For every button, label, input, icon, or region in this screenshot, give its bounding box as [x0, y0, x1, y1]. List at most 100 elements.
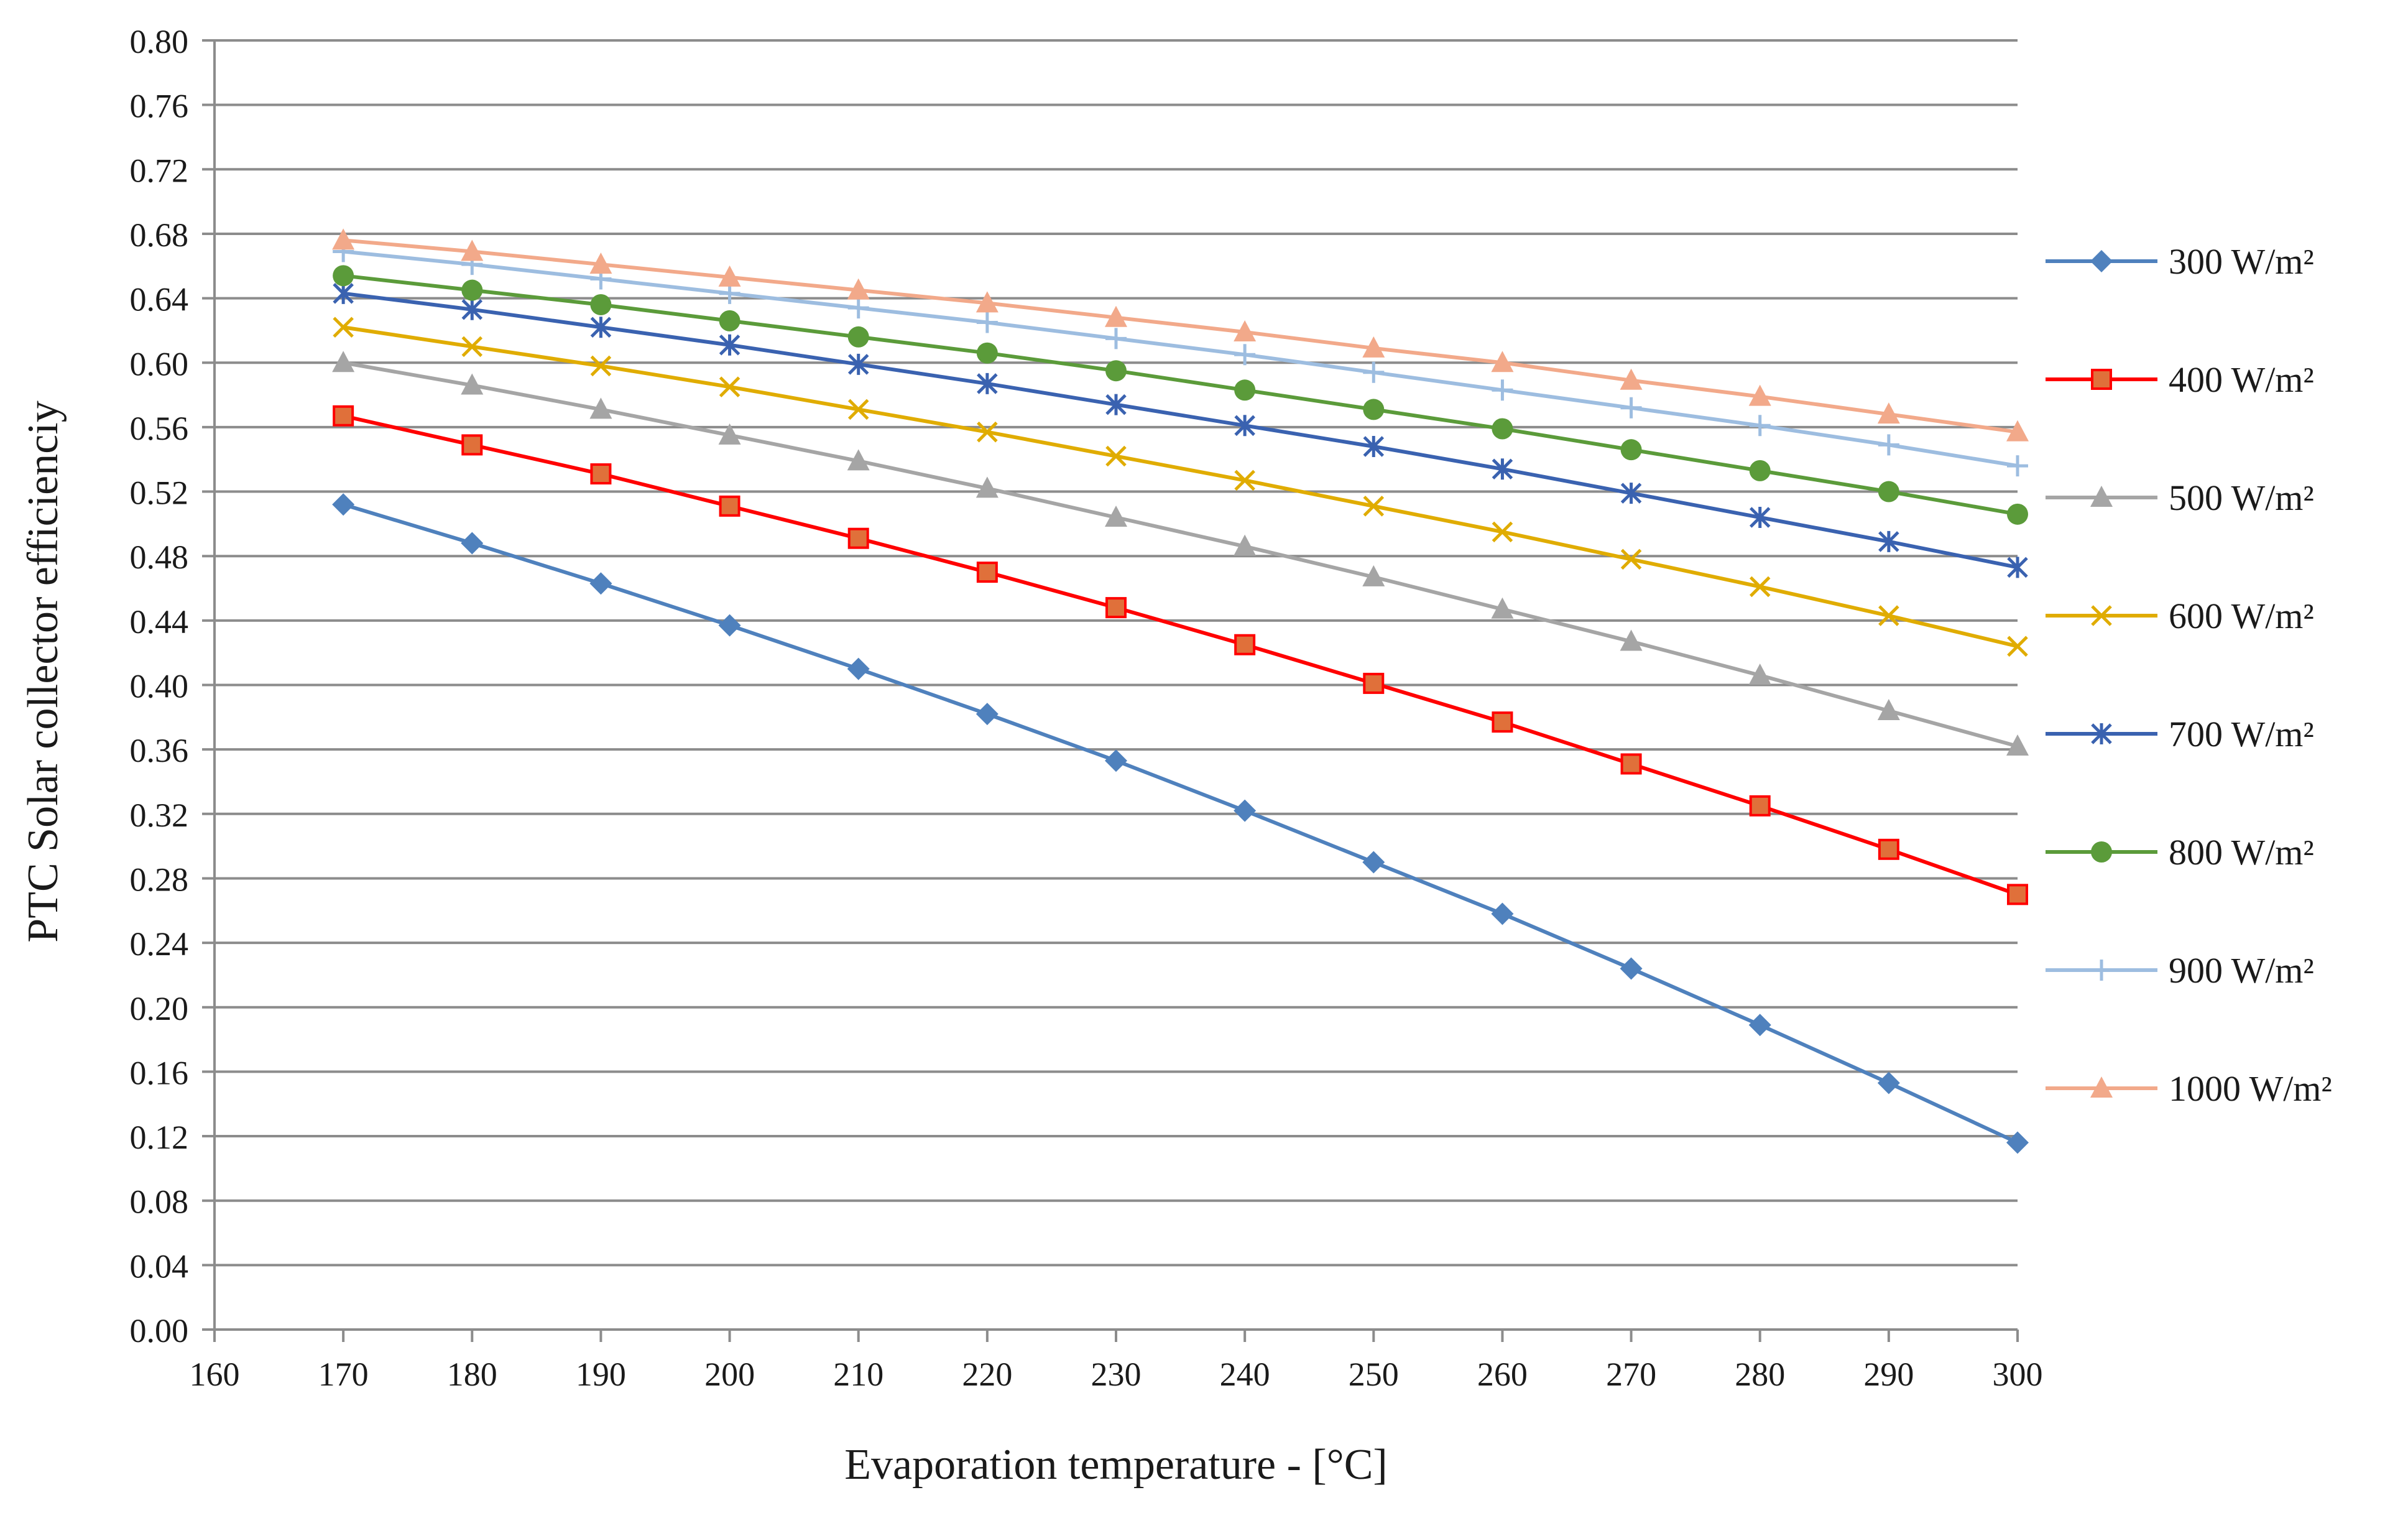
y-tick-label: 0.16 — [130, 1054, 189, 1091]
data-point — [718, 423, 741, 445]
legend-label: 800 W/m² — [2169, 832, 2314, 872]
data-point — [1749, 795, 1771, 817]
data-point — [1749, 507, 1771, 529]
data-point — [977, 421, 998, 443]
y-tick-label: 0.00 — [130, 1312, 189, 1349]
legend-label: 700 W/m² — [2169, 714, 2314, 754]
data-point — [589, 252, 612, 274]
x-tick-label: 190 — [576, 1356, 626, 1393]
legend-item: 300 W/m² — [2046, 241, 2314, 282]
legend-label: 900 W/m² — [2169, 950, 2314, 991]
y-tick-label: 0.60 — [130, 345, 189, 382]
x-tick-label: 260 — [1477, 1356, 1528, 1393]
x-tick-label: 210 — [833, 1356, 883, 1393]
series-1 — [332, 493, 2029, 1154]
y-tick-label: 0.36 — [130, 732, 189, 769]
data-point — [1749, 576, 1771, 598]
y-tick-label: 0.64 — [130, 281, 189, 318]
legend-marker — [2090, 250, 2113, 272]
data-point — [976, 476, 999, 498]
data-point — [976, 312, 998, 333]
data-point — [1363, 435, 1385, 457]
data-point — [2007, 884, 2028, 905]
series-5 — [333, 282, 2028, 578]
data-point — [847, 527, 869, 549]
data-point — [1748, 384, 1771, 406]
data-point — [718, 265, 741, 287]
x-tick-label: 290 — [1863, 1356, 1914, 1393]
series-8 — [332, 228, 2029, 442]
legend-item: 400 W/m² — [2046, 359, 2314, 400]
legend-label: 600 W/m² — [2169, 596, 2314, 636]
data-point — [1491, 351, 1514, 372]
x-tick-label: 240 — [1220, 1356, 1270, 1393]
data-point — [1105, 394, 1127, 415]
legend-marker — [2090, 1076, 2113, 1098]
data-point — [1362, 851, 1385, 874]
data-point — [590, 463, 612, 485]
legend-marker — [2091, 960, 2112, 981]
x-tick-label: 270 — [1606, 1356, 1656, 1393]
data-point — [1363, 672, 1385, 694]
y-tick-label: 0.12 — [130, 1119, 189, 1156]
data-point — [1234, 634, 1256, 655]
data-point — [2006, 734, 2029, 756]
x-tick-label: 220 — [962, 1356, 1012, 1393]
data-point — [1492, 711, 1513, 733]
data-point — [1878, 481, 1899, 502]
data-point — [1878, 838, 1899, 860]
y-tick-label: 0.04 — [130, 1247, 189, 1285]
data-point — [847, 297, 869, 319]
x-tick-label: 170 — [318, 1356, 369, 1393]
data-point — [1748, 1014, 1771, 1037]
legend-item: 1000 W/m² — [2046, 1068, 2332, 1109]
legend-item: 900 W/m² — [2046, 950, 2314, 991]
data-point — [976, 291, 999, 313]
legend: 300 W/m² 400 W/m² 500 W/m² 600 W/m² 700 W/m²… — [2046, 241, 2332, 1109]
y-tick-label: 0.68 — [130, 216, 189, 254]
data-point — [1877, 402, 1900, 424]
data-point — [461, 532, 484, 555]
y-tick-label: 0.20 — [130, 990, 189, 1027]
x-tick-label: 160 — [190, 1356, 240, 1393]
data-point — [1492, 458, 1513, 480]
y-tick-label: 0.08 — [130, 1183, 189, 1221]
data-point — [847, 449, 870, 471]
y-tick-label: 0.48 — [130, 539, 189, 576]
series-line — [343, 274, 2018, 516]
data-point — [1620, 753, 1642, 775]
data-point — [976, 342, 998, 364]
data-point — [1492, 521, 1513, 543]
data-point — [2007, 557, 2028, 578]
data-point — [1492, 418, 1513, 440]
legend-marker — [2091, 841, 2112, 863]
data-point — [1234, 379, 1256, 401]
series — [332, 228, 2029, 1154]
axes — [213, 40, 2018, 1331]
data-point — [1105, 506, 1127, 527]
series-line — [343, 502, 2019, 1145]
data-point — [1749, 415, 1771, 437]
data-point — [719, 376, 740, 397]
data-point — [333, 282, 354, 304]
series-line — [343, 249, 2018, 468]
data-point — [1234, 344, 1256, 366]
series-line — [343, 238, 2018, 434]
data-point — [1105, 597, 1127, 619]
data-point — [1105, 749, 1127, 772]
data-point — [1234, 320, 1257, 342]
legend-label: 300 W/m² — [2169, 241, 2314, 282]
data-point — [1620, 439, 1642, 461]
data-point — [1234, 470, 1255, 491]
legend-marker — [2091, 369, 2112, 390]
data-point — [332, 493, 355, 516]
series-line — [343, 414, 2018, 897]
data-point — [332, 228, 355, 250]
series-6 — [333, 265, 2028, 525]
y-axis-title: PTC Solar collector efficienciy — [19, 400, 67, 942]
data-point — [2006, 1131, 2029, 1154]
x-axis-title: Evaporation temperature - [°C] — [844, 1441, 1387, 1489]
y-tick-label: 0.80 — [130, 23, 189, 60]
data-point — [847, 657, 870, 680]
